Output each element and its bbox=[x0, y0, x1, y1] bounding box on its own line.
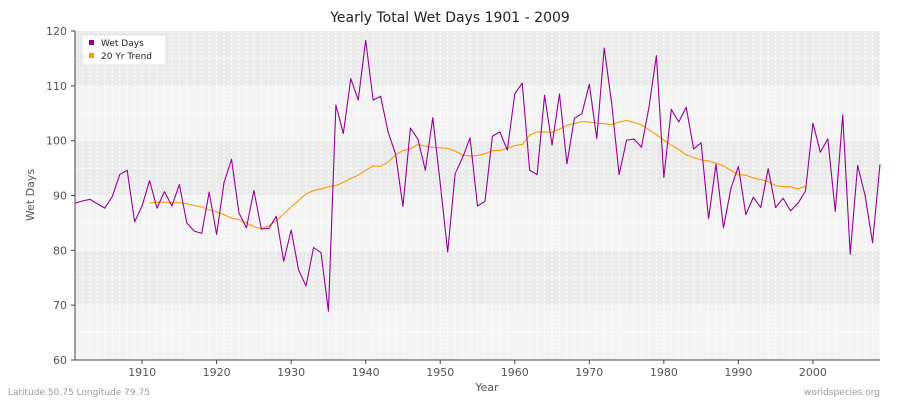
x-tick-label: 1950 bbox=[426, 366, 454, 379]
y-tick-label: 70 bbox=[53, 299, 67, 312]
x-tick-label: 2000 bbox=[799, 366, 827, 379]
y-tick-label: 120 bbox=[46, 25, 67, 38]
y-tick-label: 60 bbox=[53, 354, 67, 367]
x-tick-label: 1980 bbox=[650, 366, 678, 379]
x-tick-label: 1990 bbox=[724, 366, 752, 379]
footer-coordinates: Latitude 50.75 Longitude 79.75 bbox=[8, 388, 150, 398]
trend-line bbox=[149, 119, 806, 230]
x-tick-label: 1970 bbox=[575, 366, 603, 379]
y-axis-title: Wet Days bbox=[24, 169, 37, 222]
legend: Wet Days 20 Yr Trend bbox=[81, 34, 167, 66]
tick-labels: 1910 1920 1930 1940 1950 1960 1970 1980 1990 2000… bbox=[46, 25, 827, 379]
legend-swatch-20-yr-trend bbox=[89, 53, 94, 58]
x-tick-label: 1910 bbox=[128, 366, 156, 379]
x-tick-label: 1960 bbox=[501, 366, 529, 379]
wet-days-line bbox=[74, 39, 881, 312]
legend-label-20-yr-trend: 20 Yr Trend bbox=[101, 52, 152, 62]
x-axis-title: Year bbox=[474, 381, 499, 394]
y-tick-label: 80 bbox=[53, 244, 67, 257]
series-layer bbox=[74, 39, 881, 312]
footer-source: worldspecies.org bbox=[804, 388, 880, 398]
y-tick-label: 110 bbox=[46, 80, 67, 93]
x-tick-label: 1940 bbox=[352, 366, 380, 379]
x-tick-label: 1930 bbox=[277, 366, 305, 379]
y-tick-label: 90 bbox=[53, 190, 67, 203]
legend-swatch-wet-days bbox=[89, 40, 94, 45]
y-tick-label: 100 bbox=[46, 135, 67, 148]
legend-box bbox=[81, 34, 167, 66]
legend-label-wet-days: Wet Days bbox=[101, 39, 144, 49]
x-tick-label: 1920 bbox=[203, 366, 231, 379]
chart-title: Yearly Total Wet Days 1901 - 2009 bbox=[329, 10, 570, 26]
